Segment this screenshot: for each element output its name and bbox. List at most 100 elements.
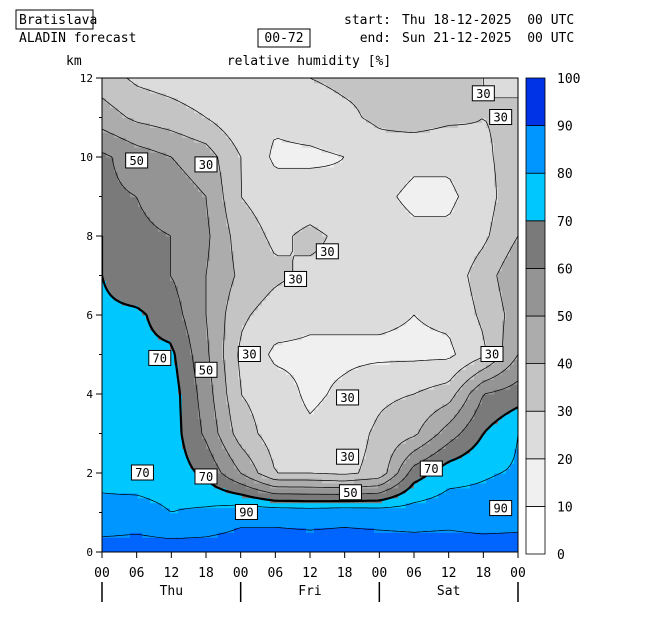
rh-cell — [214, 547, 219, 552]
rh-cell — [294, 319, 299, 326]
rh-cell — [346, 349, 351, 356]
rh-cell — [226, 364, 231, 370]
rh-cell — [150, 408, 155, 415]
rh-cell — [178, 374, 183, 380]
rh-cell — [502, 547, 507, 552]
rh-cell — [246, 324, 251, 331]
rh-cell — [398, 458, 403, 464]
rh-cell — [130, 369, 135, 375]
rh-cell — [186, 492, 191, 499]
rh-cell — [426, 384, 431, 390]
rh-cell — [362, 339, 367, 346]
rh-cell — [358, 458, 363, 464]
rh-cell — [458, 349, 463, 356]
rh-cell — [214, 413, 219, 420]
rh-cell — [486, 487, 491, 494]
rh-cell — [206, 329, 211, 336]
rh-cell — [110, 384, 115, 390]
rh-cell — [334, 443, 339, 449]
rh-cell — [118, 492, 123, 499]
rh-cell — [290, 532, 295, 538]
rh-cell — [418, 349, 423, 356]
rh-cell — [114, 403, 119, 410]
rh-cell — [278, 379, 283, 385]
rh-cell — [314, 324, 319, 331]
rh-cell — [410, 408, 415, 415]
rh-cell — [258, 359, 263, 365]
rh-cell — [310, 359, 315, 365]
rh-cell — [246, 468, 251, 474]
rh-cell — [214, 512, 219, 519]
rh-cell — [482, 398, 487, 405]
rh-cell — [358, 527, 363, 533]
rh-cell — [502, 443, 507, 449]
rh-cell — [446, 522, 451, 528]
rh-cell — [142, 438, 147, 444]
rh-cell — [470, 448, 475, 454]
rh-cell — [418, 502, 423, 509]
rh-cell — [262, 413, 267, 420]
rh-cell — [286, 374, 291, 380]
rh-cell — [398, 413, 403, 420]
rh-cell — [134, 369, 139, 375]
rh-cell — [262, 369, 267, 375]
rh-cell — [130, 497, 135, 504]
rh-cell — [154, 473, 159, 479]
rh-cell — [122, 468, 127, 474]
rh-cell — [346, 473, 351, 479]
rh-cell — [350, 468, 355, 474]
rh-cell — [418, 329, 423, 336]
rh-cell — [362, 473, 367, 479]
rh-cell — [454, 497, 459, 504]
rh-cell — [442, 398, 447, 405]
rh-cell — [210, 334, 215, 341]
rh-cell — [450, 423, 455, 430]
rh-cell — [430, 532, 435, 538]
rh-cell — [470, 527, 475, 533]
rh-cell — [454, 374, 459, 380]
rh-cell — [294, 369, 299, 375]
rh-cell — [242, 433, 247, 440]
rh-cell — [110, 413, 115, 420]
rh-cell — [126, 542, 131, 548]
rh-cell — [286, 463, 291, 469]
rh-cell — [290, 453, 295, 459]
rh-cell — [146, 477, 151, 484]
rh-cell — [510, 418, 515, 425]
rh-cell — [274, 413, 279, 420]
rh-cell — [342, 379, 347, 385]
rh-cell — [254, 487, 259, 494]
rh-cell — [290, 477, 295, 484]
rh-cell — [374, 418, 379, 425]
rh-cell — [398, 517, 403, 523]
rh-cell — [422, 537, 427, 543]
rh-cell — [302, 354, 307, 361]
rh-cell — [110, 349, 115, 356]
rh-cell — [506, 344, 511, 351]
rh-cell — [106, 477, 111, 484]
rh-cell — [290, 418, 295, 425]
rh-cell — [358, 379, 363, 385]
rh-cell — [282, 507, 287, 514]
rh-cell — [418, 319, 423, 326]
rh-cell — [282, 349, 287, 356]
rh-cell — [418, 403, 423, 410]
rh-cell — [458, 319, 463, 326]
rh-cell — [434, 527, 439, 533]
rh-cell — [290, 438, 295, 444]
rh-cell — [134, 547, 139, 552]
rh-cell — [210, 497, 215, 504]
rh-cell — [302, 359, 307, 365]
rh-cell — [186, 364, 191, 370]
rh-cell — [198, 517, 203, 523]
rh-cell — [282, 359, 287, 365]
rh-cell — [126, 324, 131, 331]
rh-cell — [342, 438, 347, 444]
rh-cell — [282, 512, 287, 519]
rh-cell — [118, 537, 123, 543]
rh-cell — [262, 532, 267, 538]
rh-cell — [314, 448, 319, 454]
rh-cell — [346, 324, 351, 331]
rh-cell — [234, 542, 239, 548]
rh-cell — [434, 324, 439, 331]
